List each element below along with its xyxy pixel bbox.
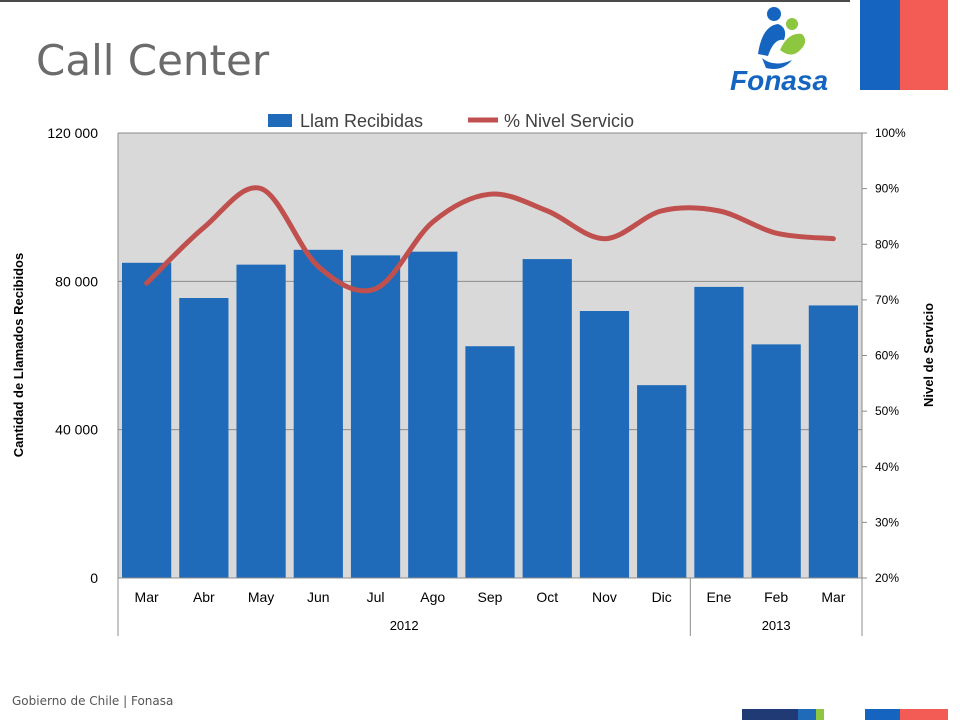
bar: [522, 259, 572, 578]
x-tick-label: Ago: [420, 589, 445, 605]
service-level-line: [144, 185, 836, 294]
x-tick-label: Feb: [764, 589, 788, 605]
x-tick-label: Ene: [706, 589, 731, 605]
y2-tick-label: 90%: [875, 182, 899, 196]
y2-tick-label: 30%: [875, 515, 899, 529]
y2-tick-label: 50%: [875, 404, 899, 418]
x-tick-label: Jun: [307, 589, 330, 605]
y2-tick-label: 100%: [875, 126, 906, 140]
chart-legend: Llam Recibidas % Nivel Servicio: [268, 111, 634, 131]
bar: [465, 346, 515, 578]
footer-text: Gobierno de Chile | Fonasa: [12, 694, 174, 708]
y2-tick-label: 60%: [875, 349, 899, 363]
y2-tick-label: 70%: [875, 293, 899, 307]
x-tick-label: Dic: [652, 589, 672, 605]
y-tick-label: 40 000: [55, 422, 98, 438]
flag-blue-band: [860, 0, 900, 90]
x-tick-label: Nov: [592, 589, 617, 605]
footer-stripe-red: [900, 709, 948, 720]
flag-red-band: [900, 0, 948, 90]
x-tick-label: Oct: [536, 589, 558, 605]
bar: [637, 385, 687, 578]
logo-wordmark: Fonasa: [730, 65, 828, 96]
x-tick-label: May: [248, 589, 274, 605]
bar: [350, 255, 401, 578]
left-axis: 0 40 000 80 000 120 000: [47, 125, 119, 586]
right-axis: 20% 30% 40% 50% 60% 70% 80% 90% 100%: [861, 126, 906, 585]
x-tick-label: Mar: [821, 589, 845, 605]
bar: [408, 251, 458, 578]
x-axis: Mar Abr May Jun Jul Ago Sep Oct Nov Dic Ene Feb Mar 2…: [117, 577, 863, 636]
y2-tick-label: 40%: [875, 460, 899, 474]
footer-stripe-navy: [742, 709, 798, 720]
bar: [579, 311, 630, 578]
x-tick-label: Jul: [367, 589, 385, 605]
x-tick-label: Abr: [193, 589, 215, 605]
legend-bar-swatch: [268, 114, 292, 127]
y-tick-label: 80 000: [55, 273, 98, 289]
footer-stripe-darkblue: [865, 709, 900, 720]
y2-axis-label: Nivel de Servicio: [921, 303, 936, 407]
bar: [236, 264, 286, 578]
bar-series: [122, 249, 858, 578]
bar: [179, 298, 229, 578]
legend-line-label: % Nivel Servicio: [504, 111, 634, 131]
top-divider-line: [0, 0, 850, 2]
x-tick-label: Mar: [135, 589, 159, 605]
footer-stripe-green: [816, 709, 824, 720]
x-tick-label: Sep: [478, 589, 503, 605]
y2-tick-label: 80%: [875, 237, 899, 251]
bar: [293, 249, 343, 578]
slide-title: Call Center: [36, 36, 270, 85]
footer-stripe-blue: [798, 709, 816, 720]
y-tick-label: 0: [90, 570, 98, 586]
fonasa-logo: Fonasa: [730, 7, 828, 96]
bar: [122, 262, 172, 578]
y2-tick-label: 20%: [875, 571, 899, 585]
y-tick-label: 120 000: [47, 125, 98, 141]
legend-bar-label: Llam Recibidas: [300, 111, 423, 131]
x-group-label: 2012: [390, 618, 419, 633]
x-group-label: 2013: [762, 618, 791, 633]
bar: [694, 286, 744, 578]
y-axis-label: Cantidad de Llamados Recibidos: [11, 253, 26, 457]
bar: [751, 344, 801, 578]
bar: [808, 305, 858, 578]
